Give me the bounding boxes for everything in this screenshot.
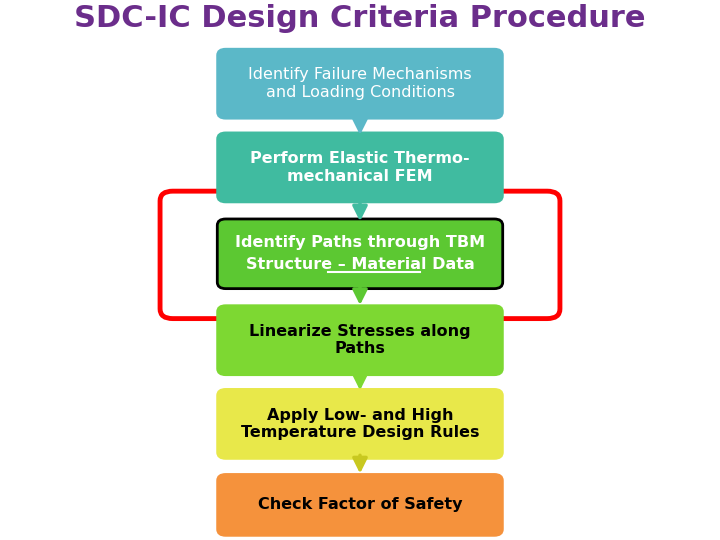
FancyBboxPatch shape <box>217 49 503 119</box>
Text: Identify Failure Mechanisms
and Loading Conditions: Identify Failure Mechanisms and Loading … <box>248 68 472 100</box>
FancyBboxPatch shape <box>217 219 503 288</box>
Text: Linearize Stresses along
Paths: Linearize Stresses along Paths <box>249 324 471 356</box>
Text: Structure – Material Data: Structure – Material Data <box>246 257 474 272</box>
Text: Identify Paths through TBM: Identify Paths through TBM <box>235 235 485 251</box>
Text: Perform Elastic Thermo-
mechanical FEM: Perform Elastic Thermo- mechanical FEM <box>250 151 470 184</box>
FancyBboxPatch shape <box>217 133 503 202</box>
FancyBboxPatch shape <box>217 389 503 459</box>
Text: Check Factor of Safety: Check Factor of Safety <box>258 497 462 512</box>
FancyBboxPatch shape <box>160 191 560 319</box>
FancyBboxPatch shape <box>217 306 503 375</box>
Text: SDC-IC Design Criteria Procedure: SDC-IC Design Criteria Procedure <box>74 4 646 33</box>
FancyBboxPatch shape <box>217 474 503 536</box>
Text: Apply Low- and High
Temperature Design Rules: Apply Low- and High Temperature Design R… <box>240 408 480 440</box>
